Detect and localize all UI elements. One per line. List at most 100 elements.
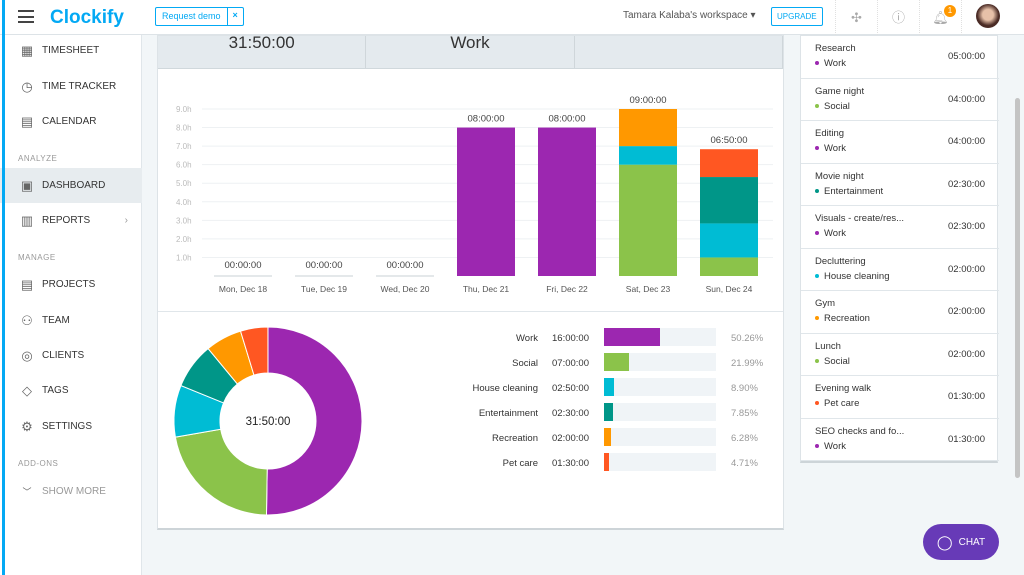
legend-project-name: Work: [516, 333, 538, 344]
top-activities-list: Research Work 05:00:00 Game night Social…: [800, 35, 999, 463]
reports-icon: ▥: [20, 212, 34, 228]
scrollbar[interactable]: [1015, 98, 1020, 478]
x-tick-label: Sat, Dec 23: [626, 284, 671, 294]
puzzle-icon[interactable]: ✣: [835, 0, 877, 35]
bell-icon[interactable]: 🔔︎: [919, 0, 961, 35]
sidebar-item-team[interactable]: ⚇ TEAM: [0, 303, 142, 338]
bar-empty: [376, 275, 434, 277]
gear-icon: ⚙: [21, 418, 33, 434]
activity-time: 02:00:00: [948, 348, 985, 360]
activity-project: Pet care: [815, 398, 859, 409]
activity-item[interactable]: Gym Recreation 02:00:00: [801, 291, 999, 334]
activity-item[interactable]: Movie night Entertainment 02:30:00: [801, 164, 999, 206]
y-tick-label: 6.0h: [176, 161, 192, 170]
show-more-button[interactable]: ﹀ SHOW MORE: [0, 474, 142, 509]
chat-button[interactable]: ◯ CHAT: [923, 524, 999, 560]
avatar[interactable]: [976, 4, 1000, 28]
workspace-selector[interactable]: Tamara Kalaba's workspace ▾: [623, 10, 756, 21]
request-demo-button[interactable]: Request demo: [162, 11, 221, 21]
sidebar-item-timesheet[interactable]: ▦ TIMESHEET: [0, 33, 142, 68]
activity-time: 04:00:00: [948, 136, 985, 147]
activity-project: Work: [815, 58, 846, 69]
legend-bar-fill: [604, 328, 661, 346]
section-addons: ADD-ONS: [18, 459, 59, 468]
sidebar-item-label: DASHBOARD: [42, 180, 106, 191]
activity-project: Work: [815, 228, 846, 239]
legend-bar-fill: [604, 428, 612, 446]
bar-empty: [295, 275, 353, 277]
window-edge: [2, 0, 5, 575]
sidebar-item-dashboard[interactable]: ▣ DASHBOARD: [0, 168, 142, 203]
bar-total-label: 06:50:00: [711, 135, 748, 146]
chat-icon: ◯: [936, 533, 953, 550]
sidebar-item-reports[interactable]: ▥ REPORTS ›: [0, 203, 142, 238]
sidebar-item-clients[interactable]: ◎ CLIENTS: [0, 338, 142, 373]
sidebar-item-label: SETTINGS: [42, 421, 93, 432]
donut-slice: [239, 326, 269, 376]
activity-name: Lunch: [815, 340, 841, 352]
y-tick-label: 4.0h: [176, 198, 192, 207]
activity-item[interactable]: Editing Work 04:00:00: [801, 121, 999, 164]
activity-project: House cleaning: [815, 271, 890, 282]
activity-item[interactable]: SEO checks and fo... Work 01:30:00: [801, 419, 999, 461]
sidebar-item-label: CLIENTS: [42, 350, 85, 361]
close-icon[interactable]: ×: [226, 8, 243, 25]
sidebar-item-label: TEAM: [42, 315, 70, 326]
legend-bar-track: [604, 353, 716, 371]
legend-time: 02:00:00: [552, 433, 589, 444]
activity-item[interactable]: Lunch Social 02:00:00: [801, 334, 999, 376]
upgrade-button[interactable]: UPGRADE: [771, 7, 823, 26]
calendar-icon: ▤: [20, 113, 34, 129]
sidebar-item-settings[interactable]: ⚙ SETTINGS: [0, 409, 142, 444]
bar-segment: [457, 127, 515, 276]
logo[interactable]: Clockify: [50, 7, 124, 28]
legend-bar-track: [604, 328, 716, 346]
activity-time: 04:00:00: [948, 93, 985, 105]
activity-item[interactable]: Research Work 05:00:00: [801, 36, 999, 79]
activity-item[interactable]: Game night Social 04:00:00: [801, 79, 999, 121]
x-tick-label: Mon, Dec 18: [219, 284, 267, 294]
activity-project: Recreation: [815, 313, 870, 324]
legend-time: 16:00:00: [552, 333, 589, 344]
project-name: Social: [824, 100, 850, 112]
sidebar-item-time-tracker[interactable]: ◷ TIME TRACKER: [0, 69, 142, 104]
activity-item[interactable]: Decluttering House cleaning 02:00:00: [801, 249, 999, 291]
clock-icon: ◷: [21, 78, 33, 94]
x-tick-label: Sun, Dec 24: [706, 284, 753, 294]
project-dot-icon: [815, 358, 819, 363]
activity-time: 02:00:00: [948, 306, 985, 317]
activity-project: Work: [815, 441, 846, 452]
total-time: 31:50:00: [158, 34, 367, 68]
activity-time: 01:30:00: [948, 433, 985, 445]
project-name: Work: [824, 58, 846, 69]
menu-icon[interactable]: [18, 10, 34, 23]
help-icon[interactable]: ⓘ: [877, 0, 919, 35]
dashboard-card: 31:50:00 Work 1.0h 2.0h 3.0h 4.0h 5.0h 6.0h 7.…: [157, 34, 784, 530]
donut-center-label: 31:50:00: [246, 416, 291, 428]
sidebar-item-calendar[interactable]: ▤ CALENDAR: [0, 104, 142, 139]
section-analyze: ANALYZE: [18, 154, 58, 163]
y-tick-label: 7.0h: [176, 142, 192, 151]
project-name: Recreation: [824, 313, 870, 324]
activity-name: Decluttering: [815, 255, 866, 267]
activity-project: Entertainment: [815, 186, 883, 197]
bar-empty: [214, 275, 272, 277]
activity-name: Editing: [815, 128, 845, 139]
y-tick-label: 1.0h: [176, 253, 192, 262]
legend-percent: 6.28%: [731, 433, 758, 444]
request-demo: Request demo ×: [155, 7, 244, 26]
sidebar-item-label: TAGS: [42, 385, 69, 396]
legend-percent: 4.71%: [731, 458, 758, 469]
legend-bar-track: [604, 378, 716, 396]
activity-item[interactable]: Visuals - create/res... Work 02:30:00: [801, 206, 999, 249]
project-name: Work: [824, 440, 846, 452]
project-name: Work: [824, 228, 846, 239]
project-dot-icon: [815, 316, 819, 321]
sidebar-item-tags[interactable]: ◇ TAGS: [0, 373, 142, 408]
activity-item[interactable]: Evening walk Pet care 01:30:00: [801, 376, 999, 419]
bar-segment: [619, 164, 677, 276]
sidebar-item-label: REPORTS: [42, 215, 91, 226]
chevron-down-icon: ﹀: [22, 487, 32, 497]
caret-down-icon: ▾: [750, 10, 756, 21]
sidebar-item-projects[interactable]: ▤ PROJECTS: [0, 267, 142, 302]
